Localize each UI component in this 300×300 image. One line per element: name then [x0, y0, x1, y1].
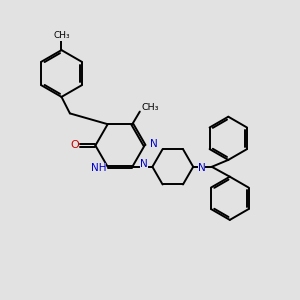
Text: N: N [150, 139, 158, 149]
Text: N: N [140, 159, 148, 169]
Text: CH₃: CH₃ [141, 103, 159, 112]
Text: N: N [198, 163, 206, 173]
Text: CH₃: CH₃ [53, 32, 70, 40]
Text: O: O [70, 140, 79, 151]
Text: NH: NH [91, 163, 106, 173]
